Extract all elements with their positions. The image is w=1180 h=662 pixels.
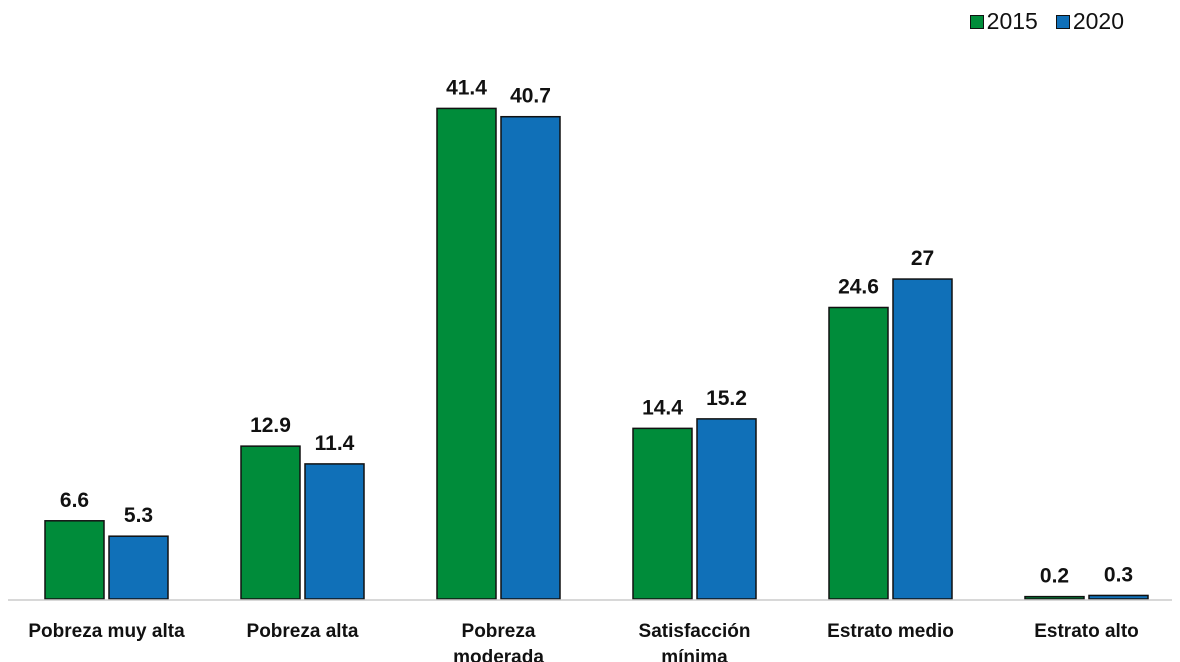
bar-2020-3 — [696, 418, 757, 600]
bar-2020-4 — [892, 278, 953, 600]
labels-layer: 6.6 5.3 Pobreza muy alta 12.9 11.4 Pobreza al… — [28, 76, 1138, 662]
legend-swatch-2020 — [1055, 14, 1070, 29]
bar-2020-2 — [500, 115, 561, 600]
bar-2015-0 — [44, 520, 105, 600]
data-label-2020-1: 11.4 — [315, 432, 355, 455]
category-label-1: Pobreza alta — [247, 621, 359, 642]
bar-2020-0 — [108, 535, 169, 600]
bar-2020-1 — [304, 463, 365, 600]
legend-swatch-2015 — [969, 14, 984, 29]
data-label-2015-5: 0.2 — [1040, 565, 1069, 588]
bar-2015-3 — [632, 427, 693, 600]
category-label-2: Pobreza moderada — [453, 621, 544, 662]
data-label-2015-3: 14.4 — [642, 396, 683, 419]
data-label-2020-3: 15.2 — [706, 387, 747, 410]
data-label-2015-0: 6.6 — [60, 489, 89, 512]
data-label-2020-2: 40.7 — [510, 85, 551, 108]
bar-2015-4 — [828, 306, 889, 600]
bar-2015-2 — [436, 107, 497, 600]
data-label-2020-0: 5.3 — [124, 504, 153, 527]
data-label-2020-4: 27 — [911, 247, 934, 270]
data-label-2015-1: 12.9 — [250, 414, 291, 437]
data-label-2020-5: 0.3 — [1104, 563, 1133, 586]
bar-2015-1 — [240, 445, 301, 600]
category-label-4: Estrato medio — [827, 621, 954, 642]
bar-2015-5 — [1024, 595, 1085, 600]
data-label-2015-4: 24.6 — [838, 275, 879, 298]
category-label-5: Estrato alto — [1034, 621, 1139, 642]
legend-label-2015: 2015 — [986, 8, 1038, 34]
legend-item-2020: 2020 — [1055, 8, 1124, 35]
bars-layer — [44, 107, 1149, 600]
data-label-2015-2: 41.4 — [446, 76, 487, 99]
category-label-0: Pobreza muy alta — [28, 621, 185, 642]
category-label-3: Satisfacción mínima — [639, 621, 751, 662]
bar-2020-5 — [1088, 594, 1149, 600]
legend-item-2015: 2015 — [969, 8, 1038, 35]
legend-label-2020: 2020 — [1072, 8, 1124, 34]
legend: 2015 2020 — [969, 8, 1124, 35]
